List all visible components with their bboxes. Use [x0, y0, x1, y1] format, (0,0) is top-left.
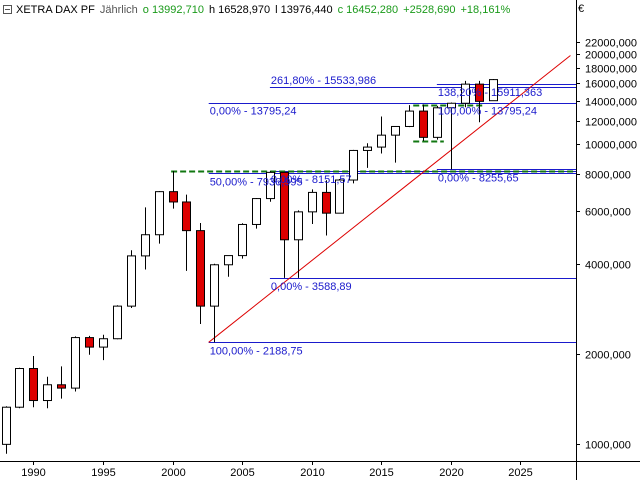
candle-body	[335, 179, 344, 214]
trend-line	[208, 55, 571, 343]
currency-symbol: €	[578, 3, 585, 15]
candle-body	[15, 368, 24, 408]
high-value: h 16528,970	[208, 4, 271, 16]
x-tick-label: 1990	[21, 467, 45, 479]
candle-body	[489, 79, 498, 102]
x-tick-label: 2015	[369, 467, 393, 479]
candle-body	[182, 201, 191, 232]
y-tick-label: 1000,000	[585, 440, 631, 452]
fib-level-label: 0,00% - 8151,57	[271, 174, 352, 186]
candle-body	[349, 149, 358, 181]
x-tick-label: 2025	[508, 467, 532, 479]
candle-body	[2, 406, 11, 445]
candle-body	[169, 191, 178, 203]
x-tick-label: 2005	[230, 467, 254, 479]
fib-level-label: 138,20% - 15911,363	[438, 87, 542, 99]
y-tick-label: 22000,000	[585, 38, 637, 50]
candle-body	[461, 83, 470, 104]
fib-level-label: 100,00% - 2188,75	[210, 345, 303, 357]
instrument-name: XETRA DAX PF	[16, 4, 95, 16]
candle-body	[322, 191, 331, 214]
period-label: Jährlich	[99, 4, 138, 16]
candle-body	[363, 146, 372, 151]
fib-level-label: 0,00% - 13795,24	[210, 106, 297, 118]
change-value: +2528,690	[403, 4, 456, 16]
y-tick-label: 20000,000	[585, 50, 637, 62]
chart-header: XETRA DAX PF Jährlich o 13992,710 h 16528,9…	[3, 3, 515, 17]
candle-body	[377, 134, 386, 148]
candle-body	[43, 384, 52, 402]
candle-body	[113, 305, 122, 340]
x-tick-label: 2010	[300, 467, 324, 479]
fib-level-label: 100,00% - 13795,24	[438, 106, 537, 118]
candle-body	[99, 338, 108, 348]
candle-body	[391, 125, 400, 136]
candle-body	[280, 171, 289, 241]
y-tick-label: 16000,000	[585, 79, 637, 91]
candle-body	[252, 198, 261, 225]
candle-body	[127, 255, 136, 307]
y-tick-label: 10000,000	[585, 140, 637, 152]
candle-body	[405, 110, 414, 127]
x-tick-label: 2020	[439, 467, 463, 479]
y-tick-label: 6000,000	[585, 207, 631, 219]
candle-body	[433, 107, 442, 138]
candle-body	[224, 255, 233, 266]
close-value: c 16452,280	[337, 4, 399, 16]
candle-body	[57, 384, 66, 389]
candle-body	[308, 191, 317, 213]
x-tick-label: 1995	[91, 467, 115, 479]
candle-body	[475, 83, 484, 102]
candle-body	[155, 191, 164, 236]
x-tick-label: 2000	[161, 467, 185, 479]
open-value: o 13992,710	[142, 4, 204, 16]
candle-body	[141, 234, 150, 257]
fib-level-label: 0,00% - 3588,89	[271, 281, 352, 293]
candle-body	[210, 264, 219, 307]
candle-body	[266, 171, 275, 200]
change-percent: +18,161%	[460, 4, 511, 16]
y-tick-label: 12000,000	[585, 117, 637, 129]
fib-level-label: 50,00% - 7936,995	[210, 176, 303, 188]
candle-body	[196, 230, 205, 307]
candle-body	[238, 223, 247, 257]
candle-body	[85, 337, 94, 348]
candle-body	[29, 368, 38, 402]
y-tick-label: 18000,000	[585, 64, 637, 76]
y-tick-label: 8000,000	[585, 170, 631, 182]
y-tick-label: 14000,000	[585, 97, 637, 109]
low-value: l 13976,440	[275, 4, 333, 16]
fib-level-label: 0,00% - 8255,65	[438, 172, 519, 184]
candle-body	[294, 211, 303, 241]
fib-level-label: 261,80% - 15533,986	[271, 75, 376, 87]
y-tick-label: 2000,000	[585, 350, 631, 362]
candle-body	[71, 337, 80, 389]
y-tick-label: 4000,000	[585, 260, 631, 272]
candle-body	[447, 102, 456, 109]
menu-icon[interactable]	[3, 5, 12, 14]
candle-body	[419, 110, 428, 138]
